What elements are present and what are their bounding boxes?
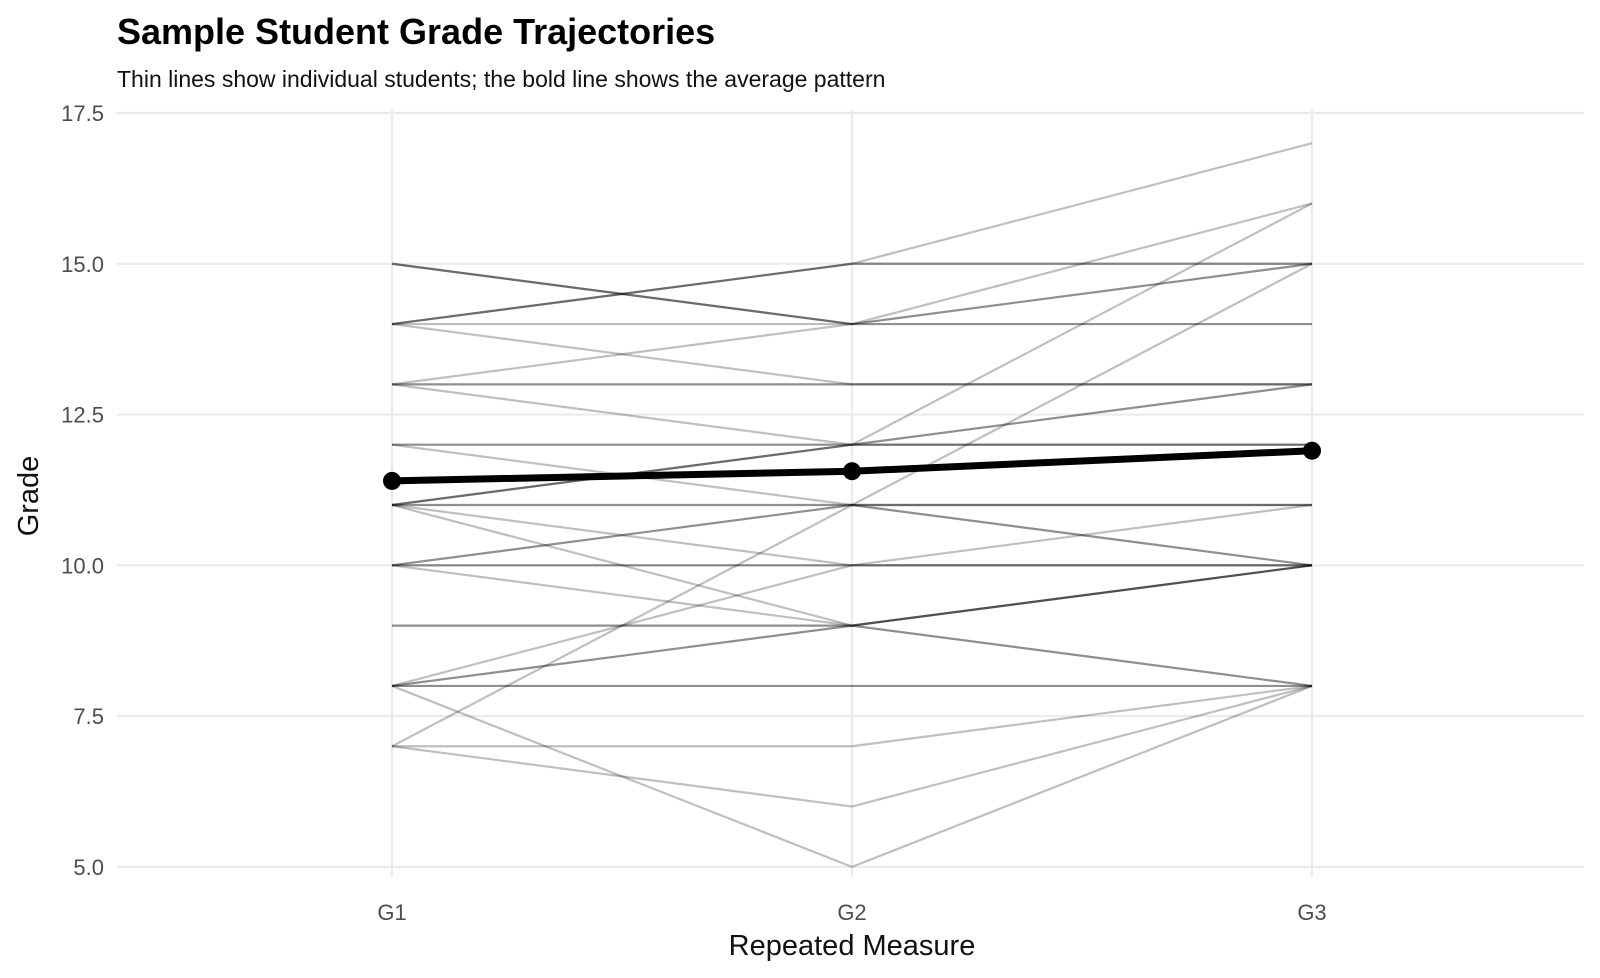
student-line xyxy=(391,262,1313,748)
x-axis-ticks: G1 G2 G3 xyxy=(377,900,1326,925)
student-line xyxy=(391,684,1313,868)
grid xyxy=(117,110,1584,877)
average-point xyxy=(843,462,861,481)
student-line xyxy=(391,443,1312,507)
student-line xyxy=(391,262,1312,326)
student-line xyxy=(392,564,1313,627)
student-line xyxy=(391,503,1312,567)
y-tick-label: 7.5 xyxy=(73,704,104,729)
student-line xyxy=(391,684,1313,808)
student-line xyxy=(391,564,1313,688)
student-line xyxy=(391,564,1313,688)
student-line xyxy=(391,202,1313,386)
student-line xyxy=(391,142,1313,326)
y-axis-ticks: 5.0 7.5 10.0 12.5 15.0 17.5 xyxy=(61,101,104,880)
y-tick-label: 5.0 xyxy=(73,855,104,880)
student-line xyxy=(391,503,1313,567)
average-point xyxy=(383,471,401,490)
student-line xyxy=(391,383,1313,507)
y-tick-label: 10.0 xyxy=(61,553,104,578)
y-tick-label: 12.5 xyxy=(61,403,104,428)
student-lines xyxy=(391,142,1313,868)
x-tick-label: G3 xyxy=(1297,900,1326,925)
x-tick-label: G1 xyxy=(377,900,406,925)
student-line xyxy=(391,503,1313,688)
student-line xyxy=(391,564,1313,688)
y-axis-title: Grade xyxy=(13,456,45,537)
chart-title: Sample Student Grade Trajectories xyxy=(117,11,715,52)
y-tick-label: 17.5 xyxy=(61,101,104,126)
student-line xyxy=(391,262,1313,326)
chart-subtitle: Thin lines show individual students; the… xyxy=(117,66,885,92)
student-line xyxy=(391,262,1312,326)
x-tick-label: G2 xyxy=(837,900,866,925)
student-line xyxy=(391,383,1313,507)
student-line xyxy=(391,262,1313,326)
student-line xyxy=(391,262,1312,326)
x-axis-title: Repeated Measure xyxy=(729,930,976,962)
average-point xyxy=(1303,441,1321,460)
student-line xyxy=(391,322,1312,386)
student-line xyxy=(392,564,1313,627)
student-line xyxy=(391,383,1312,446)
student-line xyxy=(391,503,1313,687)
y-tick-label: 15.0 xyxy=(61,252,104,277)
student-line xyxy=(391,202,1313,507)
average-line-group xyxy=(383,441,1321,490)
student-line xyxy=(392,684,1313,748)
student-line xyxy=(391,503,1313,567)
